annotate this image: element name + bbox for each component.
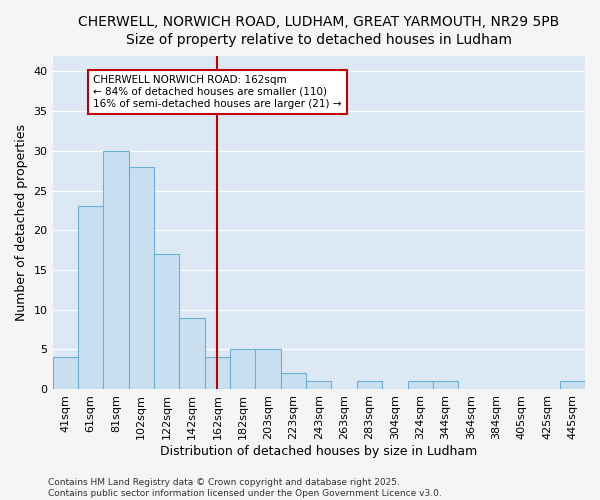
Text: Contains HM Land Registry data © Crown copyright and database right 2025.
Contai: Contains HM Land Registry data © Crown c… xyxy=(48,478,442,498)
Bar xyxy=(128,166,154,389)
Bar xyxy=(53,358,78,389)
Bar xyxy=(179,318,205,389)
Bar xyxy=(78,206,103,389)
Bar xyxy=(154,254,179,389)
Bar xyxy=(103,151,128,389)
Title: CHERWELL, NORWICH ROAD, LUDHAM, GREAT YARMOUTH, NR29 5PB
Size of property relati: CHERWELL, NORWICH ROAD, LUDHAM, GREAT YA… xyxy=(78,15,559,48)
Bar xyxy=(205,358,230,389)
Bar xyxy=(230,350,256,389)
Bar xyxy=(560,381,585,389)
Bar xyxy=(357,381,382,389)
Bar xyxy=(256,350,281,389)
Bar xyxy=(281,373,306,389)
X-axis label: Distribution of detached houses by size in Ludham: Distribution of detached houses by size … xyxy=(160,444,478,458)
Bar xyxy=(433,381,458,389)
Y-axis label: Number of detached properties: Number of detached properties xyxy=(15,124,28,321)
Bar xyxy=(306,381,331,389)
Bar xyxy=(407,381,433,389)
Text: CHERWELL NORWICH ROAD: 162sqm
← 84% of detached houses are smaller (110)
16% of : CHERWELL NORWICH ROAD: 162sqm ← 84% of d… xyxy=(93,76,341,108)
